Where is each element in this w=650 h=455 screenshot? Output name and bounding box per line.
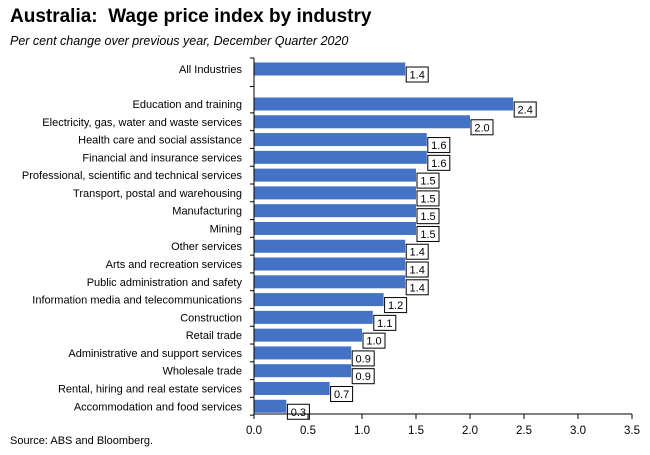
- data-label-box: [373, 314, 397, 331]
- data-label-box: [405, 261, 429, 278]
- category-label: Accommodation and food services: [74, 401, 243, 413]
- category-label: Wholesale trade: [163, 366, 243, 378]
- bar: [254, 186, 416, 200]
- data-label: 1.5: [420, 193, 435, 205]
- category-label: Construction: [180, 312, 242, 324]
- category-label: Transport, postal and warehousing: [73, 188, 242, 200]
- x-tick-label: 1.5: [408, 425, 424, 437]
- data-label: 2.0: [474, 122, 489, 134]
- bar: [254, 399, 287, 413]
- data-label-box: [416, 208, 440, 225]
- data-label: 1.4: [410, 282, 425, 294]
- category-label: Health care and social assistance: [78, 135, 242, 147]
- bar: [254, 310, 373, 324]
- category-label: Information media and telecommunications: [32, 295, 242, 307]
- x-tick-label: 2.0: [462, 425, 478, 437]
- bar: [254, 150, 427, 164]
- category-label: Education and training: [133, 99, 242, 111]
- data-label: 0.7: [334, 389, 349, 401]
- x-tick-label: 3.5: [624, 425, 640, 437]
- bar: [254, 275, 406, 289]
- x-tick-label: 1.0: [354, 425, 370, 437]
- data-label: 1.0: [366, 336, 381, 348]
- category-label: Manufacturing: [172, 206, 242, 218]
- data-label: 1.4: [410, 247, 425, 259]
- data-label: 1.5: [420, 211, 435, 223]
- chart-title: Australia: Wage price index by industry: [10, 6, 372, 27]
- data-label: 0.9: [356, 353, 371, 365]
- data-label-box: [351, 350, 375, 367]
- x-tick-label: 3.0: [570, 425, 586, 437]
- category-label: Retail trade: [186, 330, 242, 342]
- data-label-box: [330, 385, 354, 402]
- data-label-box: [470, 119, 494, 136]
- category-label: Administrative and support services: [68, 348, 242, 360]
- data-label: 1.5: [420, 176, 435, 188]
- bar: [254, 133, 427, 147]
- bar: [254, 239, 406, 253]
- source-note: Source: ABS and Bloomberg.: [10, 435, 154, 447]
- data-label-box: [416, 172, 440, 189]
- data-label-box: [405, 279, 429, 296]
- bar: [254, 221, 416, 235]
- data-label: 1.6: [431, 158, 446, 170]
- data-label-box: [416, 225, 440, 242]
- data-label: 1.5: [420, 229, 435, 241]
- bar: [254, 97, 514, 111]
- bar: [254, 328, 362, 342]
- data-label-box: [513, 101, 537, 118]
- data-label: 1.1: [377, 318, 392, 330]
- category-label: Other services: [171, 241, 242, 253]
- data-label-box: [427, 154, 451, 171]
- bar: [254, 346, 352, 360]
- data-label: 1.2: [388, 300, 403, 312]
- category-label: Mining: [210, 223, 242, 235]
- data-label: 1.6: [431, 140, 446, 152]
- data-label-box: [405, 243, 429, 260]
- data-label: 1.4: [410, 265, 425, 277]
- chart-subtitle: Per cent change over previous year, Dece…: [10, 34, 349, 48]
- category-label: Electricity, gas, water and waste servic…: [42, 117, 242, 129]
- bar: [254, 62, 406, 76]
- data-label-box: [416, 190, 440, 207]
- bar: [254, 293, 384, 307]
- category-label: Professional, scientific and technical s…: [22, 170, 243, 182]
- data-label-box: [384, 297, 408, 314]
- bar: [254, 364, 352, 378]
- data-label: 0.9: [356, 371, 371, 383]
- data-label: 0.3: [291, 407, 306, 419]
- x-tick-label: 0.0: [246, 425, 262, 437]
- category-label: All Industries: [179, 64, 242, 76]
- data-label-box: [351, 368, 375, 385]
- x-tick-label: 0.5: [300, 425, 316, 437]
- data-label: 1.4: [410, 70, 425, 82]
- bar: [254, 168, 416, 182]
- x-tick-label: 2.5: [516, 425, 532, 437]
- data-label-box: [362, 332, 386, 349]
- category-label: Financial and insurance services: [82, 152, 242, 164]
- bar: [254, 204, 416, 218]
- data-label-box: [427, 137, 451, 154]
- data-label-box: [286, 403, 310, 420]
- category-label: Rental, hiring and real estate services: [58, 383, 243, 395]
- data-label: 2.4: [518, 105, 533, 117]
- category-label: Arts and recreation services: [106, 259, 243, 271]
- bar: [254, 381, 330, 395]
- category-label: Public administration and safety: [87, 277, 243, 289]
- bar: [254, 257, 406, 271]
- bar: [254, 115, 470, 129]
- data-label-box: [405, 66, 429, 83]
